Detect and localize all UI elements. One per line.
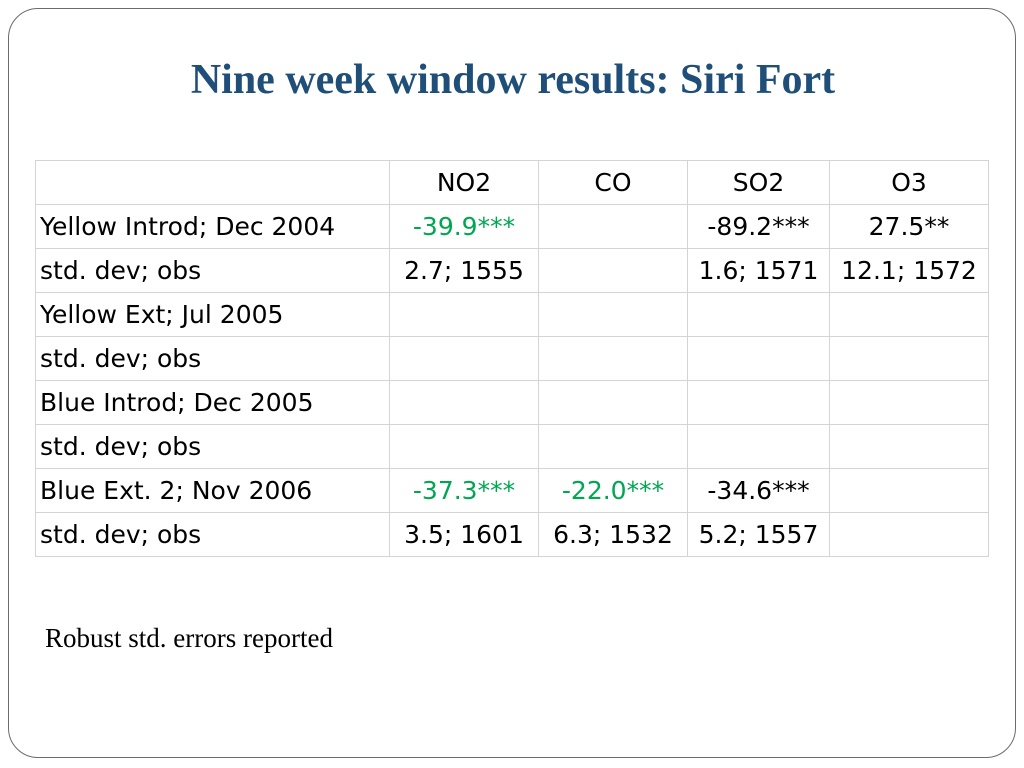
cell-o3 <box>829 380 989 425</box>
cell-o3 <box>829 336 989 381</box>
cell-o3 <box>829 424 989 469</box>
cell-so2 <box>687 424 830 469</box>
table-row: Blue Ext. 2; Nov 2006 -37.3*** -22.0*** -34… <box>35 468 989 513</box>
cell-o3 <box>829 512 989 557</box>
header-cell-so2: SO2 <box>687 160 830 205</box>
header-cell-no2: NO2 <box>389 160 539 205</box>
header-cell-co: CO <box>538 160 688 205</box>
row-label: Blue Ext. 2; Nov 2006 <box>35 468 390 513</box>
row-label: Yellow Introd; Dec 2004 <box>35 204 390 249</box>
cell-no2 <box>389 336 539 381</box>
cell-no2: -37.3*** <box>389 468 539 513</box>
footnote: Robust std. errors reported <box>45 623 333 653</box>
row-label: std. dev; obs <box>35 248 390 293</box>
cell-no2: -39.9*** <box>389 204 539 249</box>
row-label: Yellow Ext; Jul 2005 <box>35 292 390 337</box>
cell-no2 <box>389 292 539 337</box>
cell-no2 <box>389 380 539 425</box>
cell-so2 <box>687 292 830 337</box>
cell-no2 <box>389 424 539 469</box>
table-row: std. dev; obs <box>35 336 989 381</box>
results-table: NO2 CO SO2 O3 Yellow Introd; Dec 2004 -39… <box>35 160 989 557</box>
cell-co <box>538 336 688 381</box>
cell-co <box>538 204 688 249</box>
cell-co: -22.0*** <box>538 468 688 513</box>
cell-co <box>538 424 688 469</box>
slide-frame: Nine week window results: Siri Fort NO2 … <box>8 8 1016 758</box>
table-row: std. dev; obs 3.5; 1601 6.3; 1532 5.2; 1557 <box>35 512 989 557</box>
cell-so2: -34.6*** <box>687 468 830 513</box>
row-label: std. dev; obs <box>35 512 390 557</box>
row-label: std. dev; obs <box>35 424 390 469</box>
cell-o3 <box>829 468 989 513</box>
table-row: std. dev; obs 2.7; 1555 1.6; 1571 12.1; 157… <box>35 248 989 293</box>
table-row: Yellow Ext; Jul 2005 <box>35 292 989 337</box>
cell-o3 <box>829 292 989 337</box>
cell-no2: 3.5; 1601 <box>389 512 539 557</box>
table-row: std. dev; obs <box>35 424 989 469</box>
row-label: std. dev; obs <box>35 336 390 381</box>
table-row: Yellow Introd; Dec 2004 -39.9*** -89.2*** 2… <box>35 204 989 249</box>
table-body: Yellow Introd; Dec 2004 -39.9*** -89.2*** 2… <box>35 204 989 557</box>
cell-co: 6.3; 1532 <box>538 512 688 557</box>
cell-so2: 1.6; 1571 <box>687 248 830 293</box>
header-cell-o3: O3 <box>829 160 989 205</box>
header-cell-blank <box>35 160 390 205</box>
table-header-row: NO2 CO SO2 O3 <box>35 160 989 205</box>
cell-so2: -89.2*** <box>687 204 830 249</box>
cell-so2 <box>687 336 830 381</box>
cell-co <box>538 380 688 425</box>
cell-so2: 5.2; 1557 <box>687 512 830 557</box>
cell-no2: 2.7; 1555 <box>389 248 539 293</box>
cell-co <box>538 248 688 293</box>
row-label: Blue Introd; Dec 2005 <box>35 380 390 425</box>
cell-co <box>538 292 688 337</box>
table-row: Blue Introd; Dec 2005 <box>35 380 989 425</box>
cell-so2 <box>687 380 830 425</box>
cell-o3: 12.1; 1572 <box>829 248 989 293</box>
slide-title: Nine week window results: Siri Fort <box>190 57 836 103</box>
cell-o3: 27.5** <box>829 204 989 249</box>
